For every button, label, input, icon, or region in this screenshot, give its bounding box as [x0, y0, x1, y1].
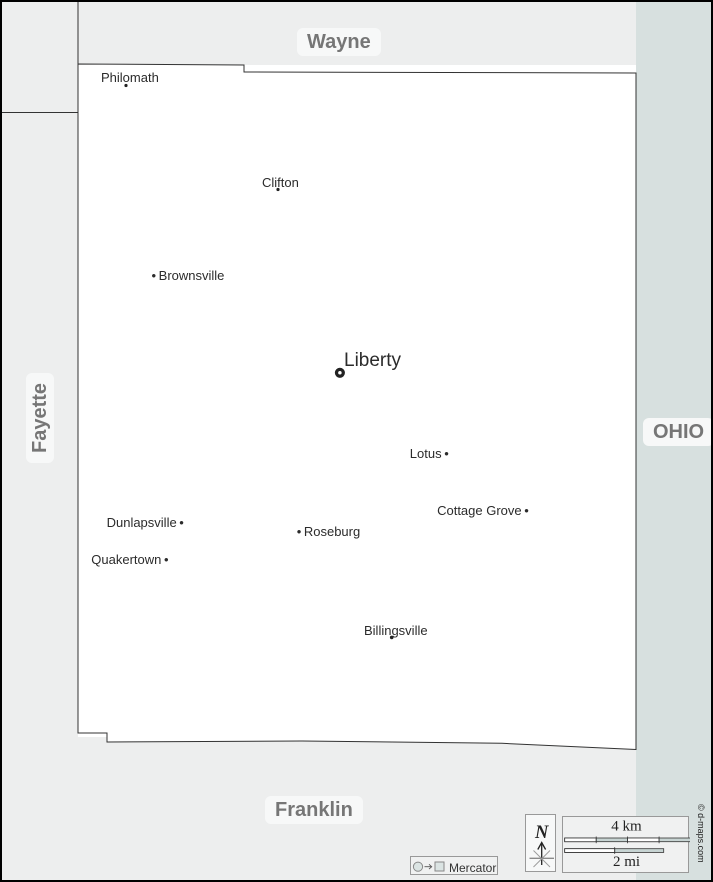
- svg-text:2 mi: 2 mi: [613, 854, 640, 870]
- svg-text:Mercator: Mercator: [449, 861, 496, 875]
- svg-text:4 km: 4 km: [611, 819, 642, 835]
- svg-text:N: N: [534, 823, 549, 843]
